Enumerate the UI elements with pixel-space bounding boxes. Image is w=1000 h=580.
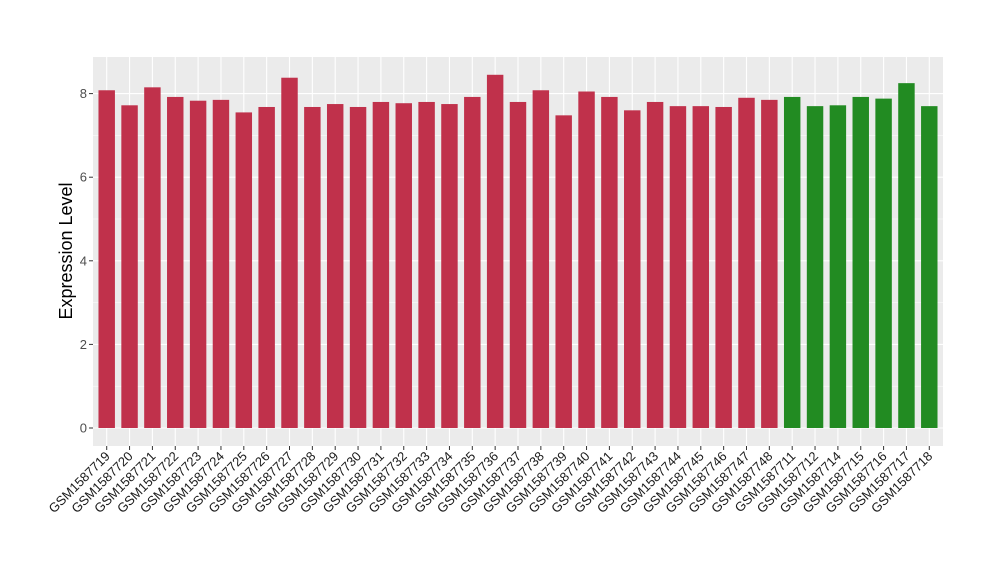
- y-tick-label: 0: [80, 421, 87, 436]
- bar-GSM1587725: [235, 112, 253, 428]
- bar-GSM1587723: [189, 100, 207, 429]
- bar-GSM1587743: [646, 101, 664, 429]
- bar-GSM1587741: [601, 96, 618, 428]
- bar-GSM1587722: [167, 96, 184, 428]
- bar-GSM1587748: [761, 99, 778, 429]
- bar-GSM1587715: [852, 96, 869, 428]
- y-axis-title: Expression Level: [56, 182, 76, 319]
- bar-GSM1587727: [281, 77, 298, 428]
- bar-GSM1587720: [121, 105, 138, 429]
- bar-GSM1587717: [898, 83, 915, 429]
- bar-GSM1587728: [304, 106, 321, 428]
- bar-GSM1587742: [624, 110, 641, 428]
- bar-GSM1587719: [98, 90, 115, 428]
- y-tick-label: 8: [80, 86, 87, 101]
- bar-GSM1587745: [692, 106, 710, 428]
- y-tick-label: 2: [80, 337, 87, 352]
- bar-GSM1587724: [212, 99, 230, 429]
- bar-GSM1587747: [738, 97, 755, 428]
- bar-GSM1587734: [441, 104, 458, 429]
- y-tick-label: 6: [80, 170, 87, 185]
- bar-GSM1587721: [144, 87, 161, 428]
- bar-GSM1587730: [349, 106, 367, 428]
- bars: [98, 74, 938, 429]
- bar-GSM1587729: [326, 104, 344, 429]
- bar-GSM1587737: [509, 101, 527, 429]
- bar-GSM1587716: [875, 98, 892, 429]
- bar-GSM1587740: [578, 91, 595, 428]
- bar-GSM1587731: [372, 101, 390, 429]
- bar-GSM1587735: [464, 96, 481, 428]
- x-axis: GSM1587719GSM1587720GSM1587721GSM1587722…: [45, 446, 935, 516]
- bar-GSM1587733: [418, 101, 435, 429]
- bar-GSM1587732: [395, 103, 412, 429]
- y-axis: 0 2 4 6 8: [80, 86, 93, 436]
- bar-GSM1587718: [921, 106, 938, 428]
- bar-GSM1587738: [532, 90, 550, 428]
- bar-GSM1587744: [669, 106, 687, 428]
- bar-GSM1587714: [829, 105, 847, 429]
- bar-GSM1587712: [806, 106, 824, 428]
- bar-GSM1587746: [715, 106, 732, 428]
- bar-GSM1587736: [486, 74, 504, 428]
- y-tick-label: 4: [80, 253, 87, 268]
- bar-GSM1587739: [555, 115, 572, 428]
- bar-GSM1587726: [258, 106, 275, 428]
- bar-GSM1587711: [783, 96, 801, 428]
